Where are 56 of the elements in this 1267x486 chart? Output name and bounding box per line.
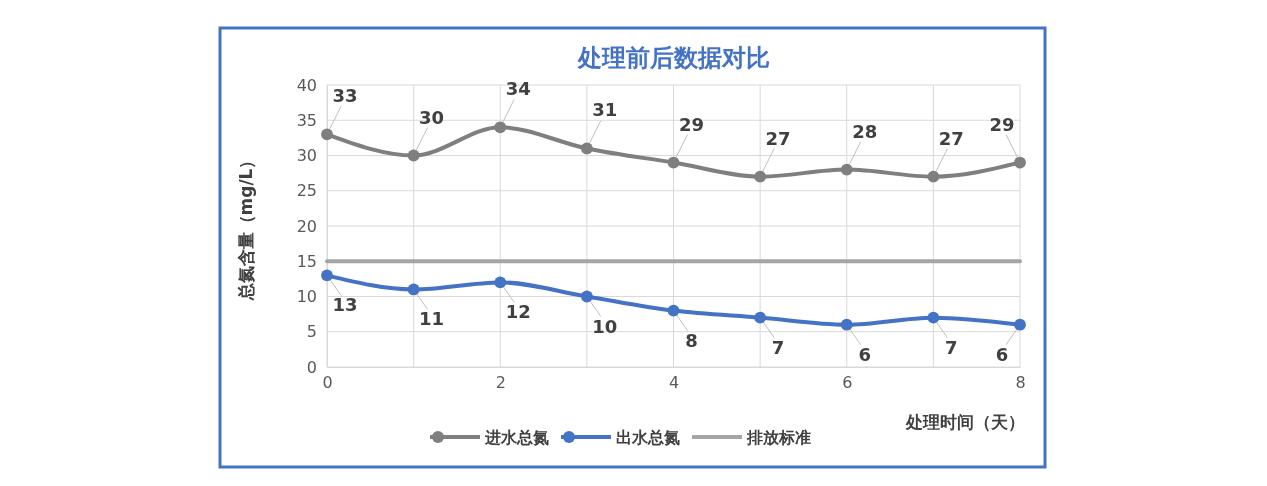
point [754,170,767,183]
point [754,311,767,324]
y-tick-label: 25 [296,181,317,201]
legend-label: 进水总氮 [484,428,549,447]
data-label: 7 [771,336,785,358]
data-label: 8 [685,329,698,351]
data-label: 29 [989,113,1015,135]
data-label: 6 [995,343,1009,365]
data-label: 29 [678,113,705,135]
point [321,269,333,282]
data-label: 12 [505,301,531,323]
point [840,318,853,331]
point [321,128,333,141]
y-tick-label: 5 [306,322,317,342]
y-axis-title: 总氮含量（mg/L） [236,151,256,302]
x-tick-label: 6 [842,373,853,393]
data-label: 27 [765,127,791,149]
data-label: 11 [419,308,445,330]
point [1014,156,1026,169]
data-label: 10 [592,315,618,337]
point [1014,318,1026,331]
point [407,283,420,296]
point [407,149,420,162]
x-tick-label: 2 [495,373,506,393]
y-tick-label: 30 [296,146,317,166]
y-tick-label: 20 [296,216,317,236]
data-label: 13 [332,294,358,316]
x-axis-title: 处理时间（天） [905,412,1025,432]
data-label: 7 [945,336,958,358]
x-tick-label: 4 [668,373,680,393]
point [927,311,940,324]
legend-label: 排放标准 [746,428,811,447]
data-label: 31 [592,99,618,121]
data-label: 34 [505,78,531,100]
point [667,156,680,169]
legend-label: 出水总氮 [616,428,680,447]
point [667,304,680,317]
x-tick-label: 0 [322,373,333,393]
point [494,276,507,289]
data-label: 30 [419,106,445,128]
point [580,290,593,303]
point [840,163,853,176]
y-tick-label: 0 [306,357,317,377]
chart-title: 处理前后数据对比 [576,44,770,72]
y-tick-label: 10 [296,287,317,307]
y-tick-label: 35 [296,110,317,130]
point [927,170,940,183]
point [494,121,507,134]
y-tick-label: 40 [296,75,317,95]
data-label: 6 [858,343,872,365]
data-label: 28 [852,120,878,142]
y-tick-label: 15 [296,251,317,271]
point [580,142,593,155]
data-label: 33 [332,85,358,107]
x-tick-label: 8 [1015,373,1026,393]
data-label: 27 [938,127,964,149]
